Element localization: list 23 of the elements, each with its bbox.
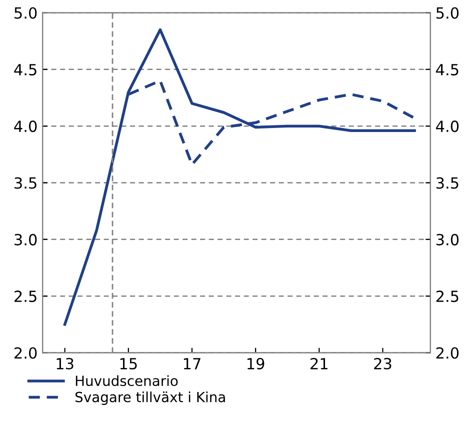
legend-label: Huvudscenario [76, 375, 178, 386]
y-tick-label: 2.5 [14, 290, 36, 302]
x-tick-label: 13 [56, 358, 74, 370]
legend-label: Svagare tillväxt i Kina [75, 392, 225, 405]
y2-tick-label: 4.0 [436, 120, 459, 132]
y2-tick-label: 4.5 [436, 64, 458, 76]
y2-tick-label: 2.5 [436, 290, 458, 302]
y2-tick-label: 3.5 [436, 177, 458, 189]
y-tick-label: 4.0 [14, 120, 37, 132]
y2-tick-label: 2.0 [436, 347, 459, 359]
x-tick-label: 21 [310, 358, 328, 370]
y-tick-label: 2.0 [14, 347, 37, 359]
line-series [63, 28, 416, 326]
y-tick-label: 3.5 [14, 177, 36, 189]
x-tick-label: 15 [120, 358, 137, 370]
y2-tick-label: 3.0 [436, 234, 459, 246]
y-tick-label: 4.5 [14, 64, 36, 76]
x-tick-label: 19 [248, 358, 264, 370]
y-tick-label: 3.0 [14, 234, 37, 246]
x-tick-label: 17 [184, 358, 200, 370]
y-tick-label: 5.0 [14, 7, 37, 19]
y2-tick-label: 5.0 [436, 7, 459, 19]
x-tick-label: 23 [374, 358, 392, 370]
